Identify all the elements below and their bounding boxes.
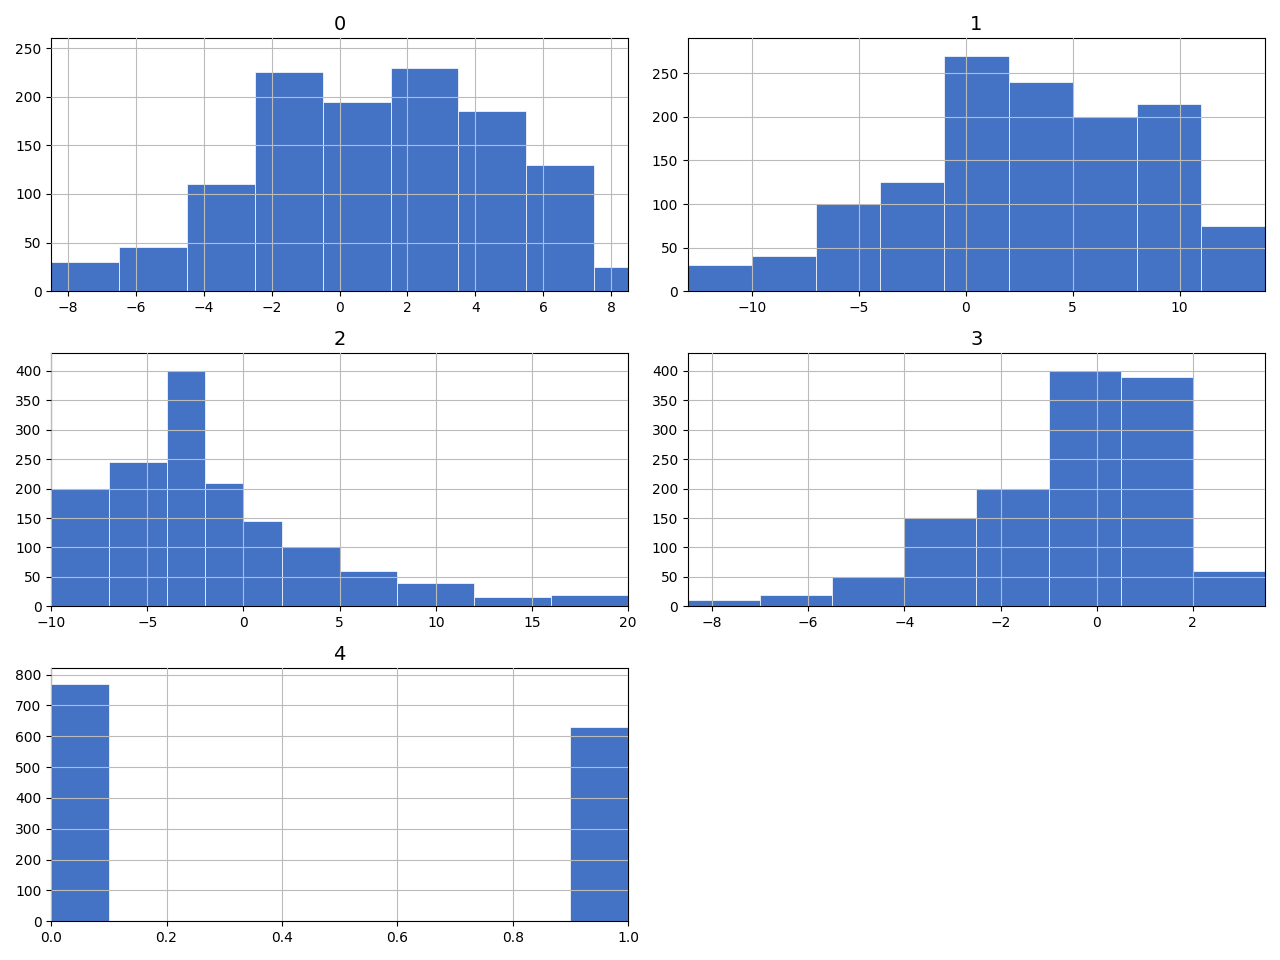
Title: 3: 3 (970, 330, 983, 349)
Bar (339, 571, 397, 607)
Bar (205, 483, 243, 607)
Title: 1: 1 (970, 15, 983, 34)
Bar (390, 67, 458, 291)
Bar (552, 594, 628, 607)
Bar (1193, 571, 1265, 607)
Bar (1121, 377, 1193, 607)
Bar (526, 165, 594, 291)
Bar (243, 521, 282, 607)
Bar (166, 371, 205, 607)
Bar (832, 577, 905, 607)
Bar (687, 600, 760, 607)
Bar (255, 72, 323, 291)
Bar (1073, 117, 1137, 291)
Bar (1137, 104, 1201, 291)
Bar (282, 547, 339, 607)
Bar (1048, 371, 1121, 607)
Bar (51, 262, 119, 291)
Bar (187, 184, 255, 291)
Bar (945, 56, 1009, 291)
Bar (817, 204, 881, 291)
Bar (905, 518, 977, 607)
Bar (109, 462, 166, 607)
Bar (753, 256, 817, 291)
Bar (119, 248, 187, 291)
Title: 0: 0 (334, 15, 346, 34)
Bar (1201, 226, 1265, 291)
Bar (51, 489, 109, 607)
Bar (323, 102, 390, 291)
Title: 4: 4 (333, 645, 346, 664)
Bar (1009, 82, 1073, 291)
Bar (760, 594, 832, 607)
Bar (977, 489, 1048, 607)
Title: 2: 2 (333, 330, 346, 349)
Bar (687, 265, 753, 291)
Bar (881, 182, 945, 291)
Bar (594, 267, 628, 291)
Bar (475, 597, 552, 607)
Bar (571, 727, 628, 922)
Bar (397, 583, 475, 607)
Bar (51, 684, 109, 922)
Bar (458, 111, 526, 291)
